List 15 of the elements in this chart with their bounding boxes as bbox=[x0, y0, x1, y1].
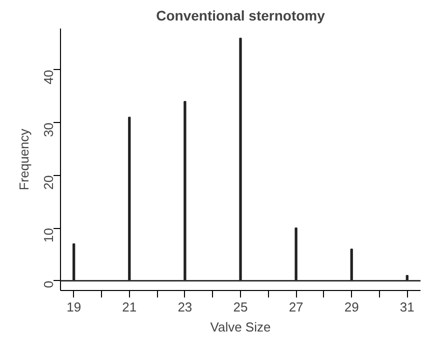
x-tick-label: 27 bbox=[288, 300, 304, 314]
y-tick-label: 30 bbox=[41, 122, 56, 138]
x-tick-label: 25 bbox=[233, 300, 248, 314]
y-tick-label: 10 bbox=[41, 228, 56, 243]
x-tick-label: 29 bbox=[344, 300, 359, 314]
x-tick-label: 21 bbox=[122, 300, 137, 314]
y-axis-title: Frequency bbox=[16, 128, 32, 190]
x-tick-label: 19 bbox=[66, 300, 82, 314]
y-tick-label: 40 bbox=[41, 70, 56, 84]
x-axis-title: Valve Size bbox=[210, 320, 271, 334]
x-tick-label: 23 bbox=[178, 300, 192, 314]
y-tick-label: 0 bbox=[41, 280, 56, 288]
y-tick-label: 20 bbox=[41, 175, 56, 190]
chart-title: Conventional sternotomy bbox=[156, 8, 326, 24]
x-tick-label: 31 bbox=[400, 300, 414, 314]
